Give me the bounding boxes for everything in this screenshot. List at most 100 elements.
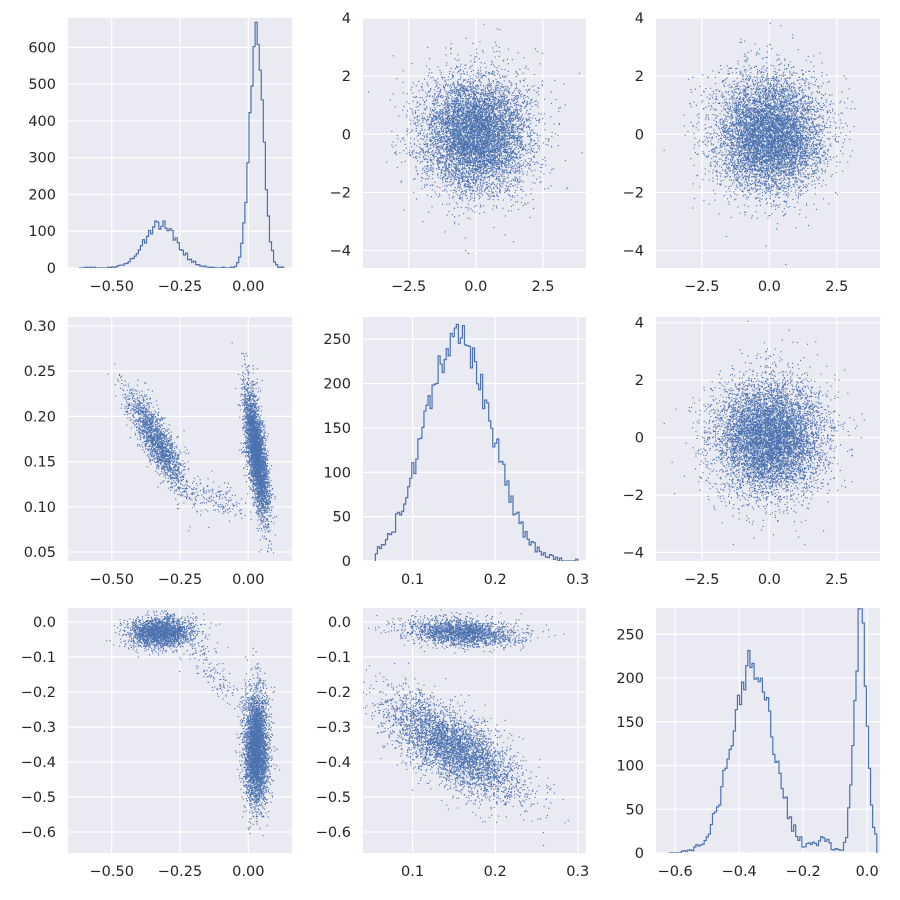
scatter-point: [498, 167, 500, 169]
scatter-point: [440, 152, 442, 154]
scatter-point: [515, 147, 517, 149]
scatter-point: [491, 72, 493, 74]
scatter-point: [458, 132, 460, 134]
scatter-point: [503, 163, 505, 165]
scatter-point: [522, 72, 524, 74]
scatter-point: [462, 135, 464, 137]
scatter-point: [399, 152, 401, 154]
scatter-point: [436, 153, 438, 155]
scatter-point: [447, 147, 449, 149]
scatter-point: [466, 90, 468, 92]
scatter-point: [519, 157, 521, 159]
scatter-point: [474, 184, 476, 186]
scatter-point: [513, 133, 515, 135]
scatter-point: [448, 210, 450, 212]
scatter-point: [480, 95, 482, 97]
scatter-point: [406, 131, 408, 133]
scatter-point: [540, 180, 542, 182]
scatter-point: [490, 123, 492, 125]
scatter-point: [460, 164, 462, 166]
scatter-point: [419, 97, 421, 99]
scatter-point: [436, 111, 438, 113]
scatter-point: [465, 250, 467, 252]
scatter-point: [456, 153, 458, 155]
scatter-point: [431, 136, 433, 138]
scatter-point: [517, 167, 519, 169]
scatter-point: [429, 96, 431, 98]
scatter-point: [486, 144, 488, 146]
scatter-point: [439, 88, 441, 90]
scatter-point: [504, 127, 506, 129]
scatter-point: [447, 127, 449, 129]
scatter-point: [486, 111, 488, 113]
scatter-point: [515, 109, 517, 111]
scatter-point: [506, 110, 508, 112]
scatter-point: [495, 90, 497, 92]
scatter-point: [465, 37, 467, 39]
scatter-point: [519, 92, 521, 94]
scatter-point: [495, 128, 497, 130]
scatter-point: [506, 109, 508, 111]
scatter-point: [519, 140, 521, 142]
scatter-point: [522, 126, 524, 128]
scatter-point: [426, 93, 428, 95]
scatter-point: [505, 167, 507, 169]
scatter-point: [485, 90, 487, 92]
scatter-point: [491, 129, 493, 131]
scatter-point: [481, 146, 483, 148]
scatter-point: [458, 151, 460, 153]
scatter-point: [502, 104, 504, 106]
scatter-point: [438, 152, 440, 154]
scatter-point: [492, 95, 494, 97]
scatter-point: [483, 159, 485, 161]
scatter-point: [487, 165, 489, 167]
scatter-point: [437, 102, 439, 104]
scatter-point: [471, 189, 473, 191]
scatter-point: [401, 180, 403, 182]
scatter-point: [458, 190, 460, 192]
scatter-point: [493, 157, 495, 159]
scatter-point: [501, 171, 503, 173]
scatter-point: [523, 98, 525, 100]
scatter-point: [521, 170, 523, 172]
scatter-point: [452, 136, 454, 138]
scatter-point: [437, 142, 439, 144]
scatter-point: [442, 111, 444, 113]
scatter-point: [475, 115, 477, 117]
scatter-point: [415, 96, 417, 98]
scatter-point: [492, 160, 494, 162]
scatter-point: [443, 170, 445, 172]
scatter-point: [507, 126, 509, 128]
scatter-point: [482, 160, 484, 162]
scatter-point: [459, 116, 461, 118]
scatter-point: [464, 237, 466, 239]
scatter-point: [449, 103, 451, 105]
plot-content: [368, 23, 583, 254]
scatter-point: [473, 113, 475, 115]
scatter-point: [496, 192, 498, 194]
scatter-point: [485, 95, 487, 97]
scatter-point: [484, 142, 486, 144]
scatter-point: [496, 81, 498, 83]
scatter-point: [516, 179, 518, 181]
scatter-point: [475, 103, 477, 105]
scatter-point: [426, 150, 428, 152]
scatter-point: [496, 132, 498, 134]
scatter-point: [450, 131, 452, 133]
scatter-point: [486, 160, 488, 162]
scatter-point: [438, 115, 440, 117]
scatter-point: [415, 167, 417, 169]
scatter-point: [419, 156, 421, 158]
scatter-point: [486, 163, 488, 165]
scatter-point: [389, 99, 391, 101]
scatter-point: [515, 153, 517, 155]
scatter-point: [492, 159, 494, 161]
scatter-point: [494, 149, 496, 151]
scatter-point: [513, 172, 515, 174]
scatter-point: [483, 150, 485, 152]
scatter-point: [461, 128, 463, 130]
scatter-point: [484, 109, 486, 111]
scatter-point: [421, 129, 423, 131]
scatter-point: [483, 119, 485, 121]
scatter-point: [456, 157, 458, 159]
